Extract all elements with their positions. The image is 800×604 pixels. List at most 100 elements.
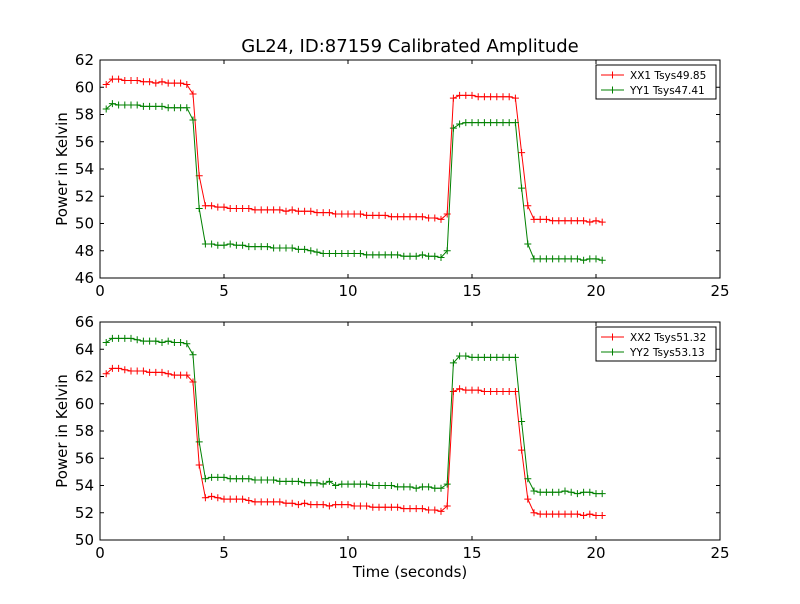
- data-point: [462, 386, 470, 394]
- data-point: [561, 217, 569, 225]
- data-point: [412, 484, 420, 492]
- data-point: [437, 254, 445, 262]
- data-point: [226, 240, 234, 248]
- data-point: [375, 482, 383, 489]
- data-point: [270, 206, 278, 214]
- data-point: [356, 210, 364, 218]
- data-point: [201, 202, 209, 210]
- data-point: [462, 119, 470, 127]
- data-point: [263, 206, 271, 214]
- legend: XX1 Tsys49.85 YY1 Tsys47.41: [595, 64, 717, 100]
- data-point: [555, 217, 563, 225]
- data-point: [133, 76, 141, 84]
- data-point: [257, 498, 265, 506]
- data-point: [499, 387, 507, 395]
- data-point: [158, 78, 166, 86]
- data-point: [245, 496, 253, 504]
- data-point: [542, 255, 550, 263]
- x-tick-label: 20: [586, 544, 605, 562]
- data-point: [580, 256, 588, 264]
- data-point: [294, 477, 302, 485]
- y-tick-label: 52: [75, 504, 94, 522]
- data-point: [406, 252, 414, 260]
- data-point: [344, 210, 352, 218]
- data-point: [232, 475, 240, 483]
- data-point: [102, 81, 110, 89]
- data-point: [524, 475, 532, 483]
- data-point: [381, 503, 389, 511]
- x-tick-label: 0: [95, 544, 105, 562]
- x-tick-label: 15: [462, 544, 481, 562]
- data-point: [313, 501, 321, 509]
- data-point: [598, 218, 606, 226]
- subplot-1: 0 5 10 15 20 25 46 48 50 52 54 56 58 60 62 Power in Kel…: [53, 51, 730, 300]
- x-axis-label: Time (seconds): [352, 563, 468, 581]
- data-point: [468, 91, 476, 99]
- figure-title: GL24, ID:87159 Calibrated Amplitude: [241, 36, 579, 57]
- data-point: [443, 247, 451, 255]
- data-point: [332, 501, 340, 509]
- data-point: [344, 480, 352, 488]
- data-point: [226, 475, 234, 483]
- data-point: [480, 387, 488, 395]
- data-point: [146, 102, 154, 110]
- data-point: [592, 255, 600, 263]
- y-axis-label: Power in Kelvin: [53, 374, 71, 488]
- y-tick-label: 60: [75, 395, 94, 413]
- data-point: [586, 218, 594, 226]
- data-point: [276, 244, 284, 252]
- data-point: [177, 338, 185, 346]
- data-point: [319, 249, 327, 257]
- data-point: [214, 473, 222, 481]
- data-point: [573, 217, 581, 225]
- data-point: [493, 353, 501, 361]
- data-point: [294, 207, 302, 215]
- data-point: [170, 79, 178, 87]
- data-point: [425, 214, 433, 222]
- data-point: [350, 480, 358, 488]
- data-point: [282, 499, 290, 507]
- data-point: [375, 211, 383, 219]
- data-point: [487, 93, 495, 101]
- data-point: [406, 505, 414, 513]
- data-point: [170, 371, 178, 379]
- data-point: [276, 477, 284, 485]
- data-point: [530, 509, 538, 517]
- data-point: [270, 498, 278, 506]
- y-tick-label: 58: [75, 106, 94, 124]
- data-point: [567, 255, 575, 263]
- data-point: [524, 495, 532, 503]
- data-point: [220, 241, 228, 249]
- data-point: [549, 217, 557, 225]
- legend-marker: [609, 86, 616, 94]
- data-point: [480, 119, 488, 127]
- data-point: [369, 482, 377, 489]
- legend-box: [595, 64, 717, 100]
- data-point: [394, 213, 402, 221]
- data-point: [152, 102, 160, 110]
- data-point: [251, 243, 259, 251]
- data-point: [257, 206, 265, 214]
- data-point: [332, 482, 340, 489]
- y-tick-label: 58: [75, 422, 94, 440]
- y-tick-label: 54: [75, 160, 94, 178]
- data-point: [456, 352, 464, 360]
- data-point: [195, 461, 203, 469]
- data-point: [425, 252, 433, 260]
- data-point: [208, 202, 216, 210]
- data-point: [139, 78, 147, 86]
- data-point: [387, 213, 395, 221]
- data-point: [356, 480, 364, 488]
- data-point: [586, 510, 594, 518]
- data-point: [108, 364, 116, 372]
- data-point: [468, 353, 476, 361]
- data-point: [542, 510, 550, 518]
- data-point: [201, 475, 209, 483]
- data-point: [170, 338, 178, 346]
- data-point: [338, 249, 346, 257]
- data-point: [363, 480, 371, 488]
- data-point: [381, 251, 389, 259]
- data-point: [102, 105, 110, 113]
- data-point: [449, 124, 457, 132]
